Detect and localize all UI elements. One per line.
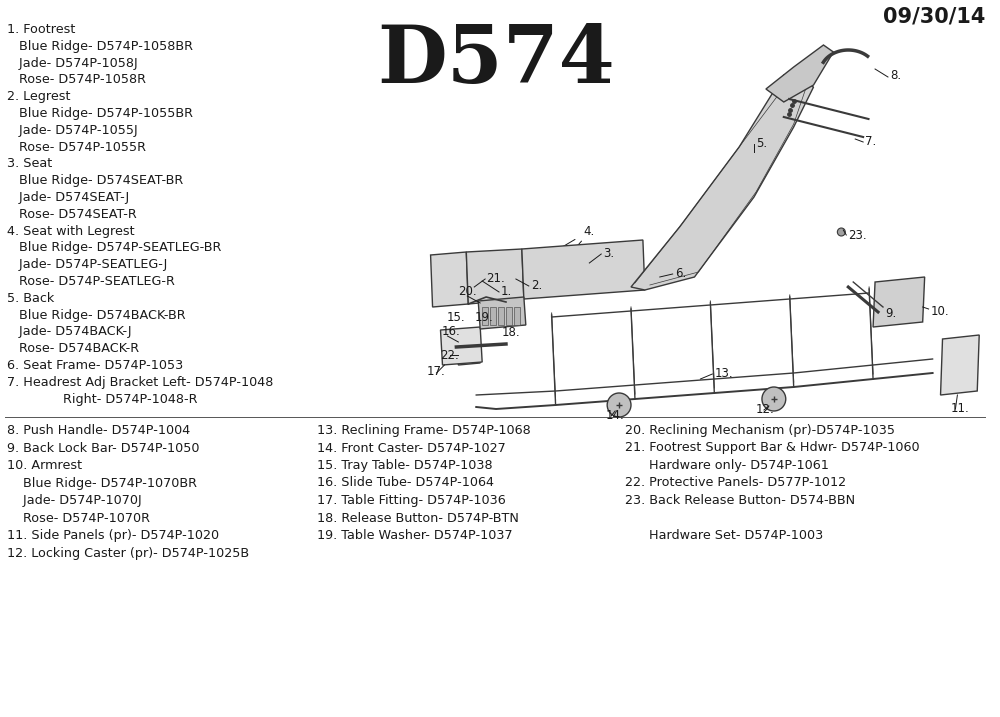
Text: 4. Seat with Legrest: 4. Seat with Legrest [7, 224, 135, 237]
Text: 9.: 9. [885, 307, 896, 320]
Text: Rose- D574BACK-R: Rose- D574BACK-R [7, 342, 139, 355]
Text: 09/30/14: 09/30/14 [883, 7, 985, 27]
Text: Blue Ridge- D574P-1070BR: Blue Ridge- D574P-1070BR [7, 477, 197, 490]
Text: 12.: 12. [756, 403, 775, 416]
Text: 7. Headrest Adj Bracket Left- D574P-1048: 7. Headrest Adj Bracket Left- D574P-1048 [7, 376, 273, 389]
Text: Right- D574P-1048-R: Right- D574P-1048-R [7, 393, 197, 406]
Bar [498, 307, 504, 325]
Polygon shape [941, 335, 979, 395]
Text: 21. Footrest Support Bar & Hdwr- D574P-1060: 21. Footrest Support Bar & Hdwr- D574P-1… [625, 442, 920, 455]
Text: 13. Reclining Frame- D574P-1068: 13. Reclining Frame- D574P-1068 [317, 424, 531, 437]
Text: 21.: 21. [486, 272, 505, 285]
Text: 1.: 1. [501, 285, 512, 298]
Text: 5.: 5. [756, 137, 767, 150]
Text: 6.: 6. [675, 267, 686, 280]
Polygon shape [456, 329, 480, 365]
Bar [506, 307, 512, 325]
Text: 1. Footrest: 1. Footrest [7, 23, 75, 36]
Bar [514, 307, 520, 325]
Text: 6. Seat Frame- D574P-1053: 6. Seat Frame- D574P-1053 [7, 359, 183, 372]
Text: 11. Side Panels (pr)- D574P-1020: 11. Side Panels (pr)- D574P-1020 [7, 529, 219, 542]
Text: 18. Release Button- D574P-BTN: 18. Release Button- D574P-BTN [317, 511, 519, 525]
Text: D574: D574 [377, 22, 615, 100]
Text: 22.: 22. [441, 349, 459, 362]
Text: 8.: 8. [890, 69, 901, 82]
Text: 14.: 14. [605, 409, 624, 422]
Text: 15. Tray Table- D574P-1038: 15. Tray Table- D574P-1038 [317, 459, 493, 472]
Text: 19. Table Washer- D574P-1037: 19. Table Washer- D574P-1037 [317, 529, 513, 542]
Polygon shape [873, 277, 925, 327]
Text: Hardware only- D574P-1061: Hardware only- D574P-1061 [625, 459, 829, 472]
Text: Jade- D574BACK-J: Jade- D574BACK-J [7, 326, 132, 338]
Text: 17. Table Fitting- D574P-1036: 17. Table Fitting- D574P-1036 [317, 494, 506, 507]
Text: Jade- D574SEAT-J: Jade- D574SEAT-J [7, 191, 129, 204]
Text: 22. Protective Panels- D577P-1012: 22. Protective Panels- D577P-1012 [625, 477, 846, 490]
Text: 23.: 23. [848, 229, 867, 242]
Text: 15.: 15. [446, 311, 465, 324]
Text: Blue Ridge- D574SEAT-BR: Blue Ridge- D574SEAT-BR [7, 174, 183, 187]
Text: 13.: 13. [714, 367, 733, 380]
Circle shape [837, 228, 845, 236]
Polygon shape [431, 252, 468, 307]
Text: 3.: 3. [603, 247, 614, 260]
Text: Jade- D574P-SEATLEG-J: Jade- D574P-SEATLEG-J [7, 258, 167, 271]
Text: 10. Armrest: 10. Armrest [7, 459, 82, 472]
Text: 11.: 11. [950, 402, 969, 415]
Bar [490, 307, 496, 325]
Text: 10.: 10. [931, 305, 949, 318]
Text: 18.: 18. [502, 326, 521, 339]
Polygon shape [766, 45, 833, 102]
Polygon shape [466, 249, 524, 304]
Text: 17.: 17. [427, 365, 445, 378]
Text: Blue Ridge- D574P-1058BR: Blue Ridge- D574P-1058BR [7, 40, 193, 53]
Polygon shape [522, 240, 645, 299]
Text: Rose- D574P-1070R: Rose- D574P-1070R [7, 511, 150, 525]
Text: 20.: 20. [458, 285, 477, 298]
Text: 5. Back: 5. Back [7, 292, 54, 305]
Text: Blue Ridge- D574P-1055BR: Blue Ridge- D574P-1055BR [7, 107, 193, 120]
Polygon shape [631, 75, 814, 290]
Text: Hardware Set- D574P-1003: Hardware Set- D574P-1003 [625, 529, 823, 542]
Text: Blue Ridge- D574P-SEATLEG-BR: Blue Ridge- D574P-SEATLEG-BR [7, 242, 221, 255]
Text: 12. Locking Caster (pr)- D574P-1025B: 12. Locking Caster (pr)- D574P-1025B [7, 546, 249, 559]
Text: 9. Back Lock Bar- D574P-1050: 9. Back Lock Bar- D574P-1050 [7, 442, 199, 455]
Text: Jade- D574P-1070J: Jade- D574P-1070J [7, 494, 142, 507]
Text: Blue Ridge- D574BACK-BR: Blue Ridge- D574BACK-BR [7, 308, 186, 322]
Text: 20. Reclining Mechanism (pr)-D574P-1035: 20. Reclining Mechanism (pr)-D574P-1035 [625, 424, 895, 437]
Text: Jade- D574P-1058J: Jade- D574P-1058J [7, 57, 138, 70]
Text: 3. Seat: 3. Seat [7, 158, 52, 171]
Text: 2. Legrest: 2. Legrest [7, 90, 70, 103]
Text: 8. Push Handle- D574P-1004: 8. Push Handle- D574P-1004 [7, 424, 190, 437]
Text: 19.: 19. [474, 311, 493, 324]
Text: 2.: 2. [531, 279, 542, 292]
Text: 16. Slide Tube- D574P-1064: 16. Slide Tube- D574P-1064 [317, 477, 494, 490]
Text: Rose- D574SEAT-R: Rose- D574SEAT-R [7, 208, 137, 221]
Polygon shape [441, 327, 482, 365]
Text: 14. Front Caster- D574P-1027: 14. Front Caster- D574P-1027 [317, 442, 506, 455]
Text: 7.: 7. [865, 135, 876, 148]
Text: 16.: 16. [441, 325, 460, 338]
Text: Rose- D574P-1058R: Rose- D574P-1058R [7, 73, 146, 87]
Text: Rose- D574P-1055R: Rose- D574P-1055R [7, 141, 146, 153]
Text: 4.: 4. [583, 225, 595, 238]
Text: Rose- D574P-SEATLEG-R: Rose- D574P-SEATLEG-R [7, 275, 175, 288]
Bar [482, 307, 488, 325]
Polygon shape [478, 297, 526, 329]
Text: 23. Back Release Button- D574-BBN: 23. Back Release Button- D574-BBN [625, 494, 855, 507]
Text: Jade- D574P-1055J: Jade- D574P-1055J [7, 124, 138, 137]
Circle shape [762, 387, 786, 411]
Circle shape [607, 393, 631, 417]
